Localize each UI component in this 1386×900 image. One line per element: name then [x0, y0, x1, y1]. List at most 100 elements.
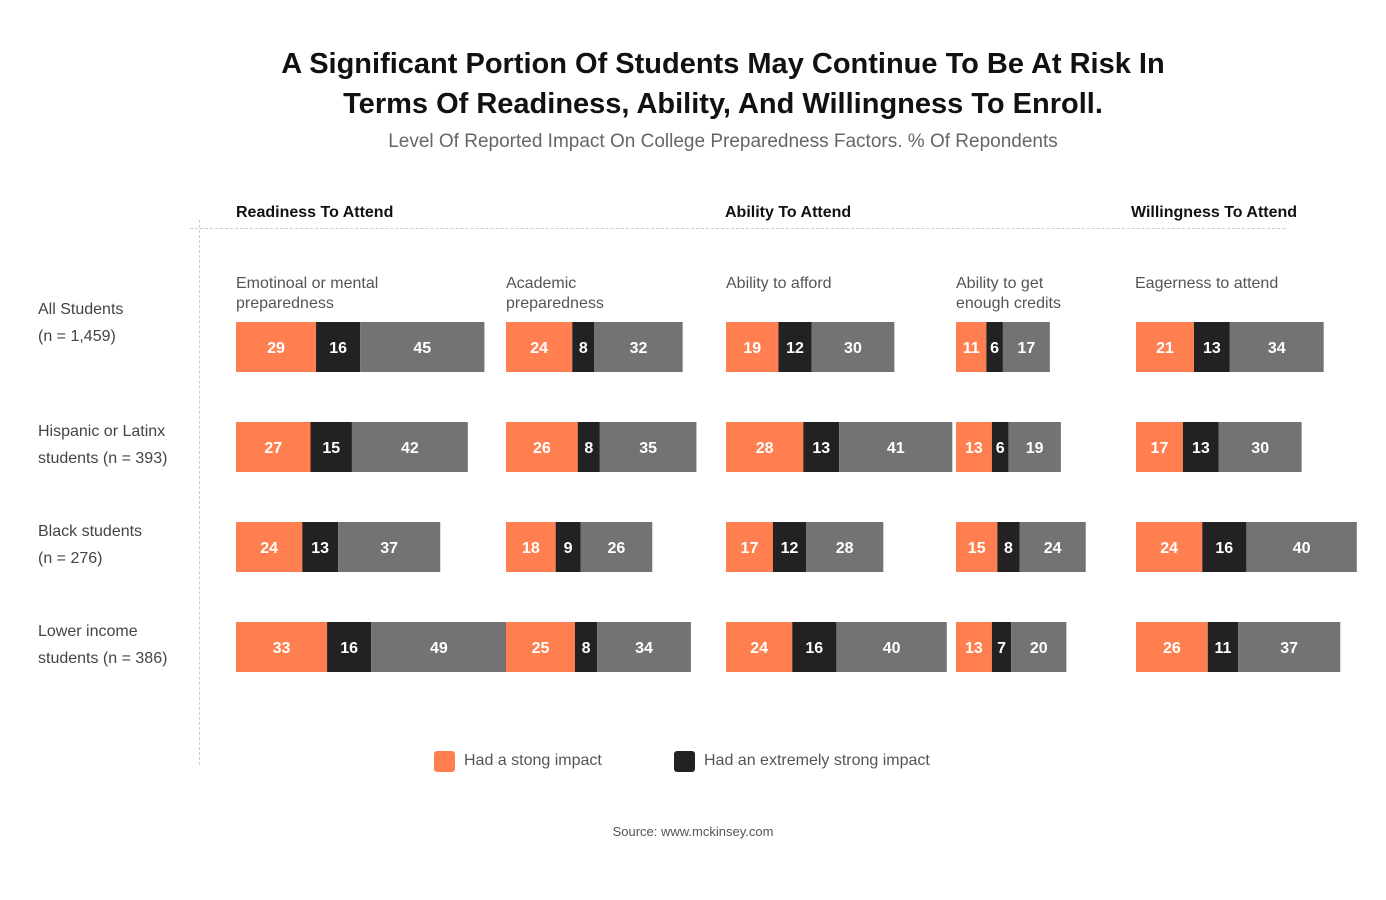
column-label-line: Academic: [506, 275, 577, 292]
bar-segment-extreme: [1207, 622, 1239, 672]
bar-value-label: 16: [329, 340, 347, 357]
bar-value-label: 30: [844, 340, 862, 357]
bar-segment-total: [1218, 422, 1302, 472]
bar-value-label: 11: [1214, 640, 1231, 657]
bar-value-label: 24: [750, 640, 768, 657]
bar-value-label: 17: [741, 540, 759, 557]
bar-segment-strong: [506, 522, 556, 572]
row-label-hispanic: Hispanic or Latinx students (n = 393): [38, 418, 198, 472]
column-label-afford: Ability to afford: [726, 274, 906, 294]
bar-segment-total: [360, 322, 485, 372]
bar-segment-extreme: [1202, 522, 1247, 572]
bar-segment-total: [351, 422, 468, 472]
row-label-line: (n = 276): [38, 550, 103, 567]
bar-value-label: 49: [430, 640, 448, 657]
bar-segment-total: [1008, 422, 1061, 472]
bar-value-label: 40: [1293, 540, 1311, 557]
bar-value-label: 8: [579, 340, 588, 357]
bar-value-label: 13: [965, 640, 983, 657]
bar-value-label: 16: [1215, 540, 1233, 557]
bar-segment-extreme: [555, 522, 581, 572]
bar-segment-total: [806, 522, 884, 572]
bar-value-label: 28: [836, 540, 854, 557]
bar-segment-total: [1229, 322, 1324, 372]
bar-value-label: 37: [1280, 640, 1298, 657]
bar-value-label: 27: [264, 440, 282, 457]
column-label-line: preparedness: [506, 295, 604, 312]
bar-segment-strong: [726, 522, 773, 572]
bar-value-label: 25: [532, 640, 550, 657]
bar-value-label: 19: [1026, 440, 1044, 457]
bar-value-label: 24: [1044, 540, 1062, 557]
column-label-academic: Academic preparedness: [506, 274, 686, 314]
bar-segment-total: [811, 322, 895, 372]
bar-value-label: 34: [635, 640, 653, 657]
bar-value-label: 13: [812, 440, 830, 457]
column-label-emotional: Emotinoal or mental preparedness: [236, 274, 416, 314]
bar-value-label: 26: [1163, 640, 1181, 657]
bar-value-label: 40: [883, 640, 901, 657]
row-label-line: students (n = 386): [38, 650, 168, 667]
bar-segment-strong: [236, 422, 311, 472]
bar-segment-total: [1002, 322, 1050, 372]
bar-segment-strong: [956, 522, 998, 572]
chart-title: A Significant Portion Of Students May Co…: [30, 44, 1386, 124]
bar-segment-total: [1238, 622, 1341, 672]
bar-segment-extreme: [991, 622, 1012, 672]
legend-swatch-strong: [434, 751, 455, 772]
row-label-line: Lower income: [38, 623, 138, 640]
bar-segment-total: [338, 522, 441, 572]
bar-value-label: 33: [273, 640, 291, 657]
row-label-line: All Students: [38, 301, 124, 318]
column-label-line: Eagerness to attend: [1135, 275, 1279, 292]
bar-segment-extreme: [577, 422, 600, 472]
bar-segment-extreme: [302, 522, 339, 572]
bar-value-label: 13: [1203, 340, 1221, 357]
row-label-lower-income: Lower income students (n = 386): [38, 618, 198, 672]
bar-value-label: 8: [584, 440, 593, 457]
bar-value-label: 15: [322, 440, 340, 457]
bar-segment-strong: [1136, 322, 1194, 372]
bar-segment-total: [594, 322, 683, 372]
bar-segment-strong: [1136, 422, 1183, 472]
bar-segment-strong: [506, 622, 575, 672]
bar-segment-strong: [1136, 622, 1208, 672]
bar-value-label: 34: [1268, 340, 1286, 357]
row-label-all-students: All Students (n = 1,459): [38, 296, 198, 350]
bar-value-label: 41: [887, 440, 905, 457]
bar-segment-extreme: [310, 422, 352, 472]
row-label-line: students (n = 393): [38, 450, 168, 467]
row-label-line: Black students: [38, 523, 143, 540]
bar-segment-strong: [726, 422, 804, 472]
bar-segment-extreme: [772, 522, 807, 572]
bar-value-label: 16: [340, 640, 358, 657]
header-divider: [190, 228, 1285, 229]
column-label-line: enough credits: [956, 295, 1061, 312]
bar-segment-total: [1246, 522, 1357, 572]
bar-value-label: 24: [530, 340, 548, 357]
source-note: Source: www.mckinsey.com: [612, 824, 774, 839]
column-label-eagerness: Eagerness to attend: [1135, 274, 1315, 294]
bar-segment-total: [839, 422, 953, 472]
bar-value-label: 45: [413, 340, 431, 357]
bar-segment-total: [836, 622, 947, 672]
bar-value-label: 13: [965, 440, 983, 457]
column-label-credits: Ability to get enough credits: [956, 274, 1136, 314]
bar-value-label: 16: [805, 640, 823, 657]
bar-value-label: 29: [267, 340, 285, 357]
bar-value-label: 9: [564, 540, 573, 557]
bar-segment-strong: [506, 322, 573, 372]
bar-value-label: 21: [1156, 340, 1174, 357]
bar-value-label: 26: [608, 540, 626, 557]
bar-segment-strong: [236, 322, 317, 372]
bar-value-label: 17: [1017, 340, 1035, 357]
bar-value-label: 42: [401, 440, 419, 457]
bar-segment-extreme: [572, 322, 595, 372]
bar-value-label: 19: [743, 340, 761, 357]
legend-label-strong: Had a stong impact: [464, 752, 602, 769]
bar-value-label: 26: [533, 440, 551, 457]
bar-value-label: 12: [786, 340, 804, 357]
bar-segment-strong: [726, 622, 793, 672]
bar-value-label: 8: [1004, 540, 1013, 557]
bar-value-label: 8: [582, 640, 591, 657]
